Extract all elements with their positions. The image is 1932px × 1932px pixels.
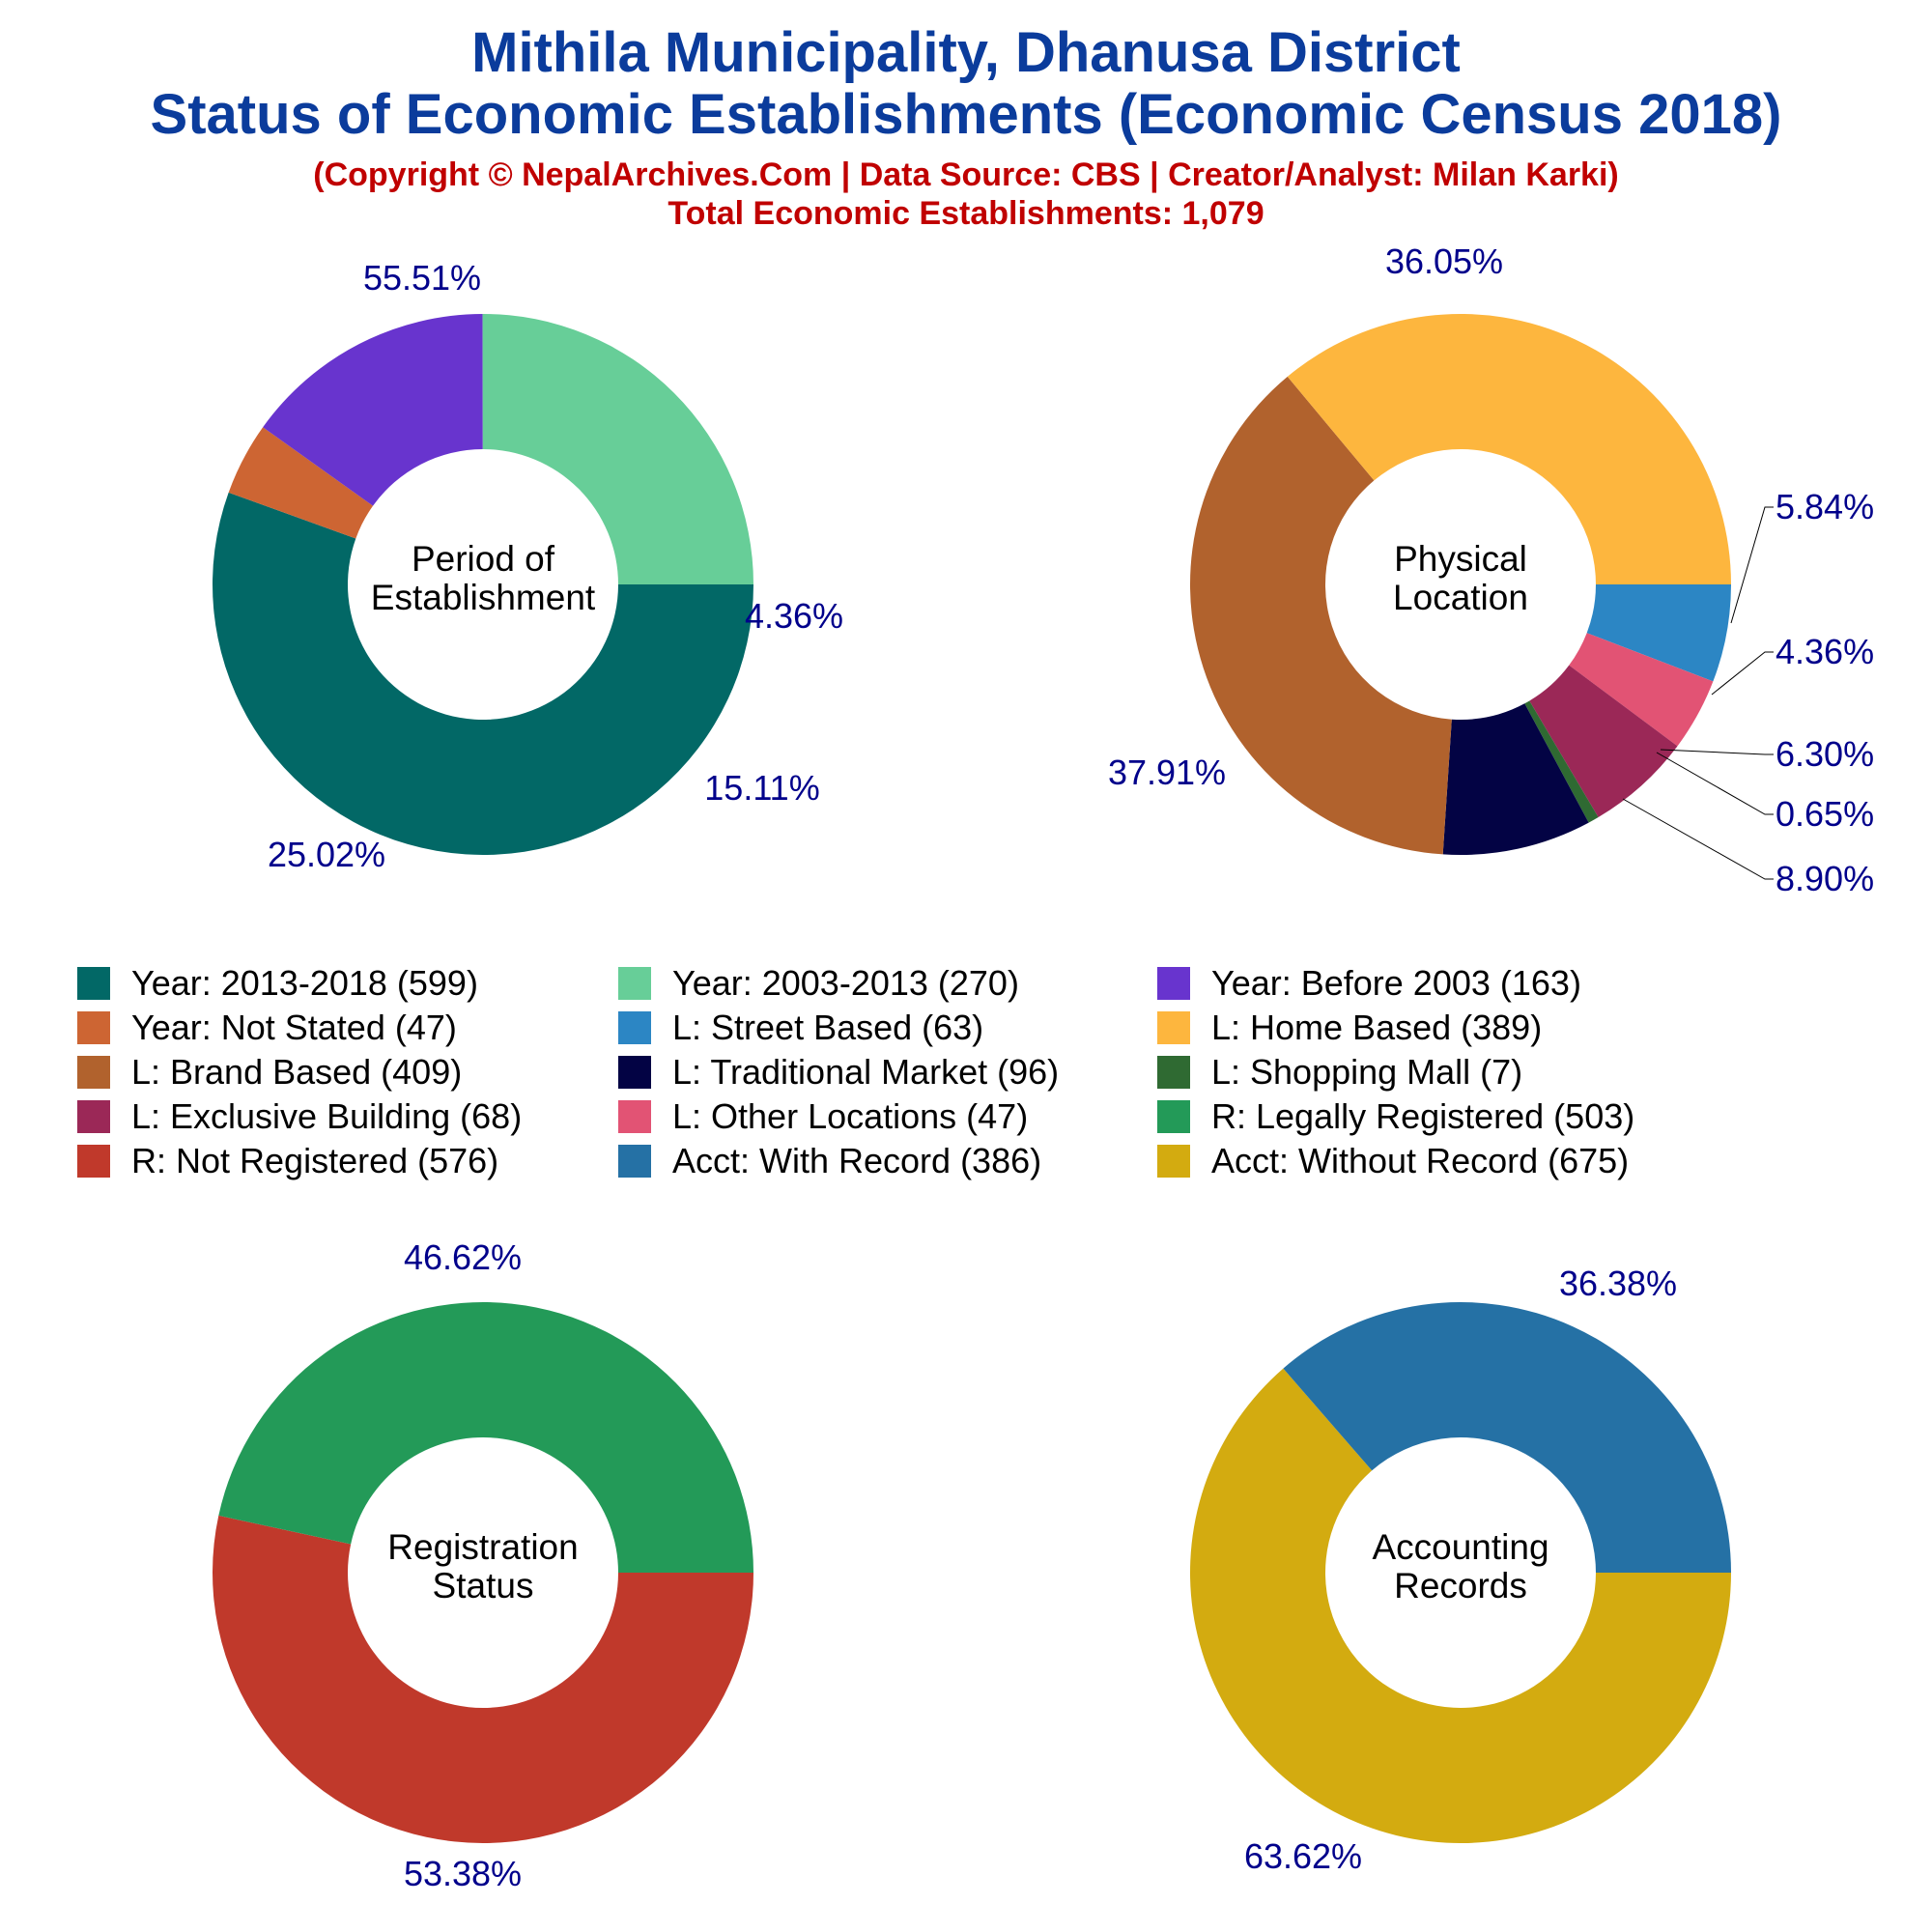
percent-label: 4.36% [745,596,843,636]
donut-center-label: Records [1394,1566,1527,1605]
donut-center-label: Accounting [1372,1527,1548,1567]
slice-l-street-based [1586,584,1731,682]
legend-swatch [77,1100,110,1133]
slice-r-not-registered [213,1515,754,1844]
legend-item: L: Home Based (389) [1157,1006,1542,1050]
percent-label: 37.91% [1108,753,1226,792]
percent-label: 53.38% [404,1854,522,1893]
legend-item: L: Traditional Market (96) [618,1050,1059,1094]
slice-acct-with-record [1283,1302,1731,1573]
legend-swatch [1157,1011,1190,1044]
slice-year-not-stated [228,427,374,539]
slice-l-traditional-market [1442,703,1589,856]
legend-label: L: Street Based (63) [672,1008,984,1047]
slice-acct-without-record [1190,1368,1731,1843]
slice-l-exclusive-building [1529,665,1678,817]
slice-year-before-2003 [263,314,483,506]
legend-swatch [618,1056,651,1089]
legend-item: Acct: With Record (386) [618,1139,1041,1183]
slice-l-other-locations [1569,633,1714,747]
legend-item: Acct: Without Record (675) [1157,1139,1629,1183]
slice-l-brand-based [1190,376,1452,855]
donut-center-label: Period of [412,539,555,579]
legend-item: Year: Not Stated (47) [77,1006,457,1050]
legend-swatch [618,1011,651,1044]
legend-label: L: Other Locations (47) [672,1096,1029,1136]
legend-label: R: Not Registered (576) [131,1141,499,1180]
percent-label: 36.05% [1385,242,1503,281]
legend-swatch [618,1145,651,1178]
percent-label: 36.38% [1559,1264,1677,1303]
donut-center-label: Establishment [371,578,596,617]
percent-label: 15.11% [704,768,819,808]
slice-l-shopping-mall [1524,700,1599,823]
legend-label: L: Brand Based (409) [131,1052,463,1092]
slice-year-2013-2018 [213,492,753,855]
slice-year-2003-2013 [482,314,753,584]
legend-item: L: Other Locations (47) [618,1094,1028,1139]
legend-swatch [1157,1056,1190,1089]
percent-label: 46.62% [404,1237,522,1277]
legend-item: L: Shopping Mall (7) [1157,1050,1522,1094]
legend-label: L: Home Based (389) [1211,1008,1543,1047]
donut-center-label: Registration [387,1527,578,1567]
donut-chart-1: 55.51% 4.36% 15.11% 25.02% Period ofEstablis… [213,258,843,874]
legend-swatch [1157,967,1190,1000]
legend-label: R: Legally Registered (503) [1211,1096,1635,1136]
donut-center-label: Location [1393,578,1528,617]
donut-center-label: Physical [1394,539,1527,579]
slice-r-legally-registered [218,1302,754,1573]
legend-item: Year: Before 2003 (163) [1157,961,1581,1006]
legend-item: R: Legally Registered (503) [1157,1094,1634,1139]
donut-chart-2: 5.84% 4.36% 6.30% 0.65% 8.90% 37.91% 36.05% Phy… [1108,242,1874,898]
copyright-subtitle: (Copyright © NepalArchives.Com | Data So… [313,156,1619,193]
legend-item: L: Brand Based (409) [77,1050,462,1094]
legend-label: Acct: Without Record (675) [1211,1141,1630,1180]
percent-label: 4.36% [1776,632,1874,671]
legend-item: Year: 2013-2018 (599) [77,961,478,1006]
legend-label: L: Traditional Market (96) [672,1052,1060,1092]
legend-swatch [1157,1145,1190,1178]
legend-label: Year: Before 2003 (163) [1211,963,1581,1003]
legend-item: Year: 2003-2013 (270) [618,961,1019,1006]
legend-label: Acct: With Record (386) [672,1141,1042,1180]
percent-label: 6.30% [1776,734,1874,774]
leader-line [1711,651,1774,696]
percent-label: 0.65% [1776,794,1874,834]
legend-label: L: Exclusive Building (68) [131,1096,523,1136]
legend-item: L: Street Based (63) [618,1006,983,1050]
legend-item: R: Not Registered (576) [77,1139,498,1183]
legend-swatch [77,1145,110,1178]
chart-title-line2: Status of Economic Establishments (Econo… [150,83,1782,146]
percent-label: 5.84% [1776,487,1874,526]
total-subtitle: Total Economic Establishments: 1,079 [668,195,1264,232]
legend-label: L: Shopping Mall (7) [1211,1052,1523,1092]
legend-swatch [618,1100,651,1133]
slice-l-home-based [1287,314,1731,584]
legend-item: L: Exclusive Building (68) [77,1094,522,1139]
leader-line [1660,749,1774,755]
legend-swatch [77,1056,110,1089]
leader-line [1730,506,1774,624]
legend-swatch [77,967,110,1000]
percent-label: 8.90% [1776,859,1874,898]
legend-label: Year: 2003-2013 (270) [672,963,1019,1003]
leader-line [1622,798,1774,880]
legend-swatch [77,1011,110,1044]
percent-label: 25.02% [268,835,385,874]
leader-line [1656,752,1774,815]
percent-label: 55.51% [363,258,481,298]
legend-swatch [618,967,651,1000]
donut-center-label: Status [433,1566,534,1605]
percent-label: 63.62% [1244,1836,1362,1876]
chart-title-line1: Mithila Municipality, Dhanusa District [471,21,1461,84]
legend-swatch [1157,1100,1190,1133]
legend-label: Year: Not Stated (47) [131,1008,457,1047]
legend-label: Year: 2013-2018 (599) [131,963,478,1003]
